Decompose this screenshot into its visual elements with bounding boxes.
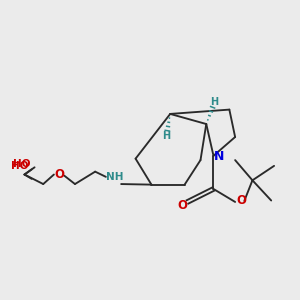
Text: O: O bbox=[54, 168, 64, 181]
Text: H: H bbox=[210, 97, 218, 107]
Text: NH: NH bbox=[106, 172, 123, 182]
Text: HO: HO bbox=[14, 159, 31, 169]
Text: HO: HO bbox=[11, 161, 29, 171]
Text: H: H bbox=[162, 131, 170, 141]
Text: O: O bbox=[236, 194, 247, 207]
Text: O: O bbox=[177, 200, 187, 212]
Text: N: N bbox=[214, 150, 224, 163]
